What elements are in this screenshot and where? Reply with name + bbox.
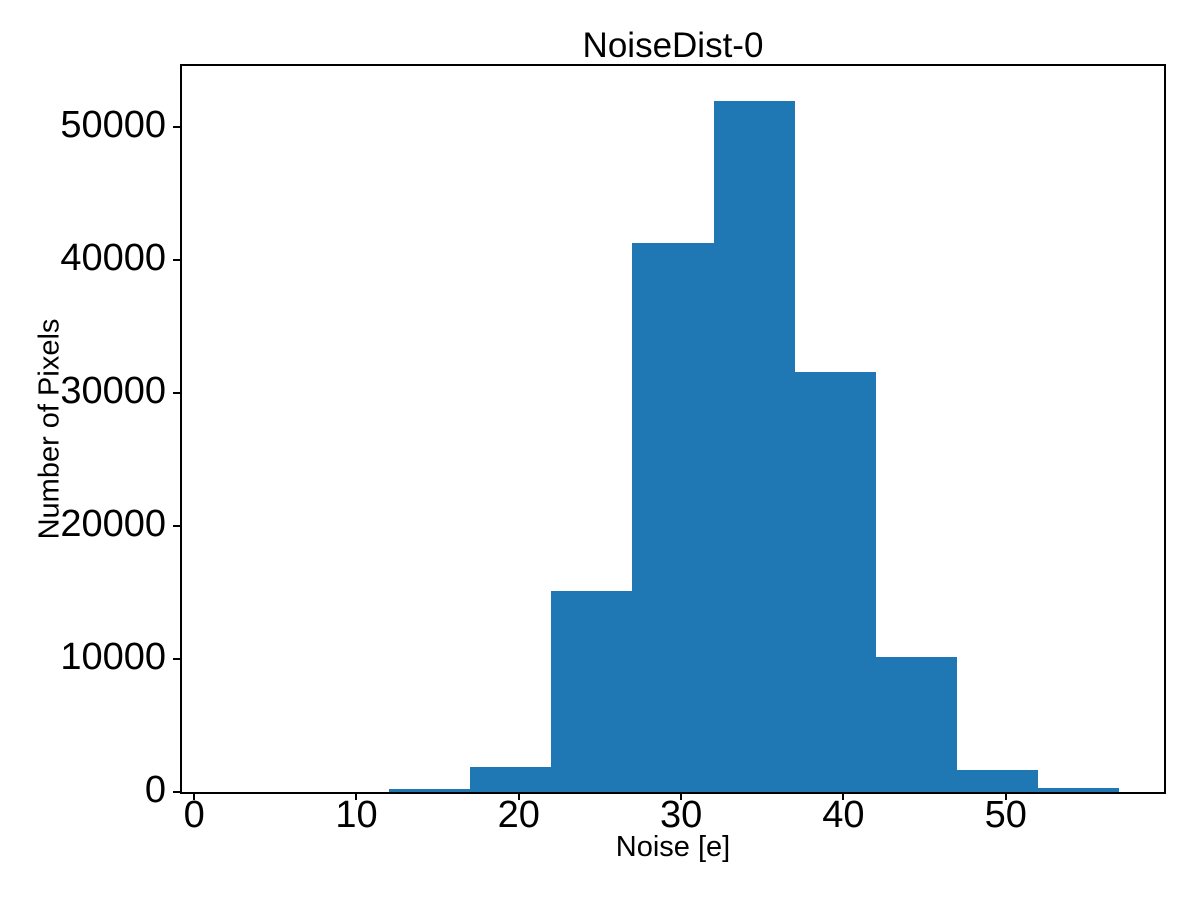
x-axis-tick-label: 50 xyxy=(984,794,1027,836)
histogram-bar xyxy=(388,789,471,792)
x-axis-tick xyxy=(842,793,845,800)
histogram-bar xyxy=(875,657,958,792)
x-axis-tick-label: 40 xyxy=(822,794,865,836)
x-axis-tick xyxy=(193,793,196,800)
x-axis-tick-label: 10 xyxy=(335,794,378,836)
y-axis-tick xyxy=(173,525,180,528)
y-axis-tick-label: 20000 xyxy=(60,503,166,546)
y-axis-tick-label: 40000 xyxy=(60,237,166,280)
histogram-bar xyxy=(794,371,876,792)
x-axis-tick xyxy=(355,793,358,800)
y-axis-tick xyxy=(173,126,180,129)
y-axis-tick xyxy=(173,791,180,793)
y-axis-tick-label: 0 xyxy=(144,769,166,811)
y-axis-tick xyxy=(173,392,180,395)
x-axis-tick xyxy=(517,793,520,800)
histogram-bar xyxy=(551,591,633,792)
y-axis-tick xyxy=(173,658,180,661)
histogram-bar xyxy=(632,242,714,792)
histogram-bar xyxy=(957,770,1039,792)
x-axis-tick-label: 30 xyxy=(659,794,703,836)
y-axis-tick xyxy=(173,259,180,262)
x-axis-label: Noise [e] xyxy=(615,831,731,863)
x-axis-tick-label: 0 xyxy=(183,794,205,836)
plot-area: 0 10 20 30 40 50 0 10000 20000 30000 40000 50000 xyxy=(60,64,1166,834)
chart-title: NoiseDist-0 xyxy=(582,26,764,65)
histogram-bar xyxy=(713,100,795,792)
x-axis-tick-label: 20 xyxy=(497,794,540,836)
histogram-bar xyxy=(1038,787,1120,792)
y-axis-tick-label: 50000 xyxy=(60,104,166,147)
x-axis-tick xyxy=(1004,793,1007,800)
histogram-bar xyxy=(470,766,552,792)
y-axis-tick-label: 30000 xyxy=(60,370,166,413)
y-axis-tick-label: 10000 xyxy=(60,636,166,679)
x-axis-tick xyxy=(680,793,683,800)
